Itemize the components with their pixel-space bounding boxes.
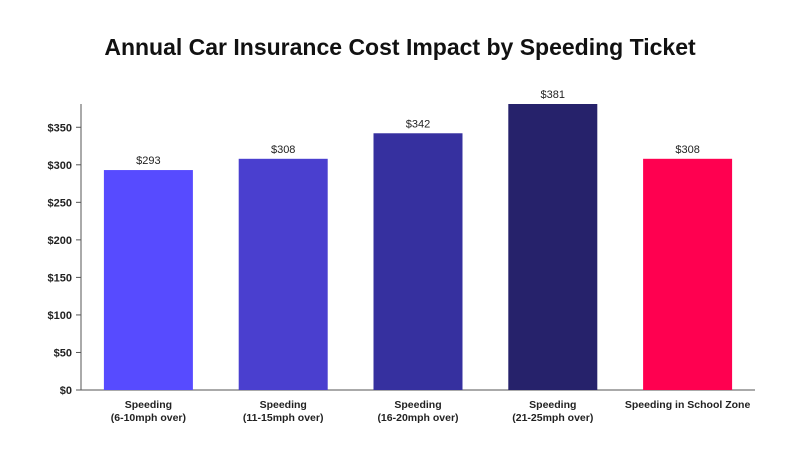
y-tick-label: $150: [48, 272, 72, 284]
data-label: $308: [675, 144, 699, 156]
data-label: $308: [271, 144, 295, 156]
x-tick-label: (6-10mph over): [111, 412, 186, 424]
bar: [643, 158, 733, 390]
data-label: $342: [406, 118, 430, 130]
y-tick-label: $0: [60, 385, 72, 397]
y-tick-label: $50: [54, 347, 72, 359]
x-tick-label: Speeding: [125, 399, 172, 411]
y-tick-label: $100: [48, 310, 72, 322]
y-tick-label: $250: [48, 197, 72, 209]
data-label: $381: [541, 89, 565, 101]
x-tick-label: Speeding in School Zone: [625, 399, 751, 411]
x-tick-label: Speeding: [394, 399, 441, 411]
bar: [238, 158, 328, 390]
y-tick-label: $200: [48, 235, 72, 247]
bar: [103, 170, 193, 390]
bar: [508, 104, 598, 390]
x-tick-label: (16-20mph over): [377, 412, 458, 424]
bar: [373, 133, 463, 391]
x-tick-label: (11-15mph over): [243, 412, 324, 424]
chart-title: Annual Car Insurance Cost Impact by Spee…: [104, 34, 696, 60]
y-tick-label: $300: [48, 160, 72, 172]
data-label: $293: [136, 155, 160, 167]
x-tick-label: Speeding: [260, 399, 307, 411]
y-tick-label: $350: [48, 122, 72, 134]
x-tick-label: Speeding: [529, 399, 576, 411]
x-tick-label: (21-25mph over): [512, 412, 593, 424]
